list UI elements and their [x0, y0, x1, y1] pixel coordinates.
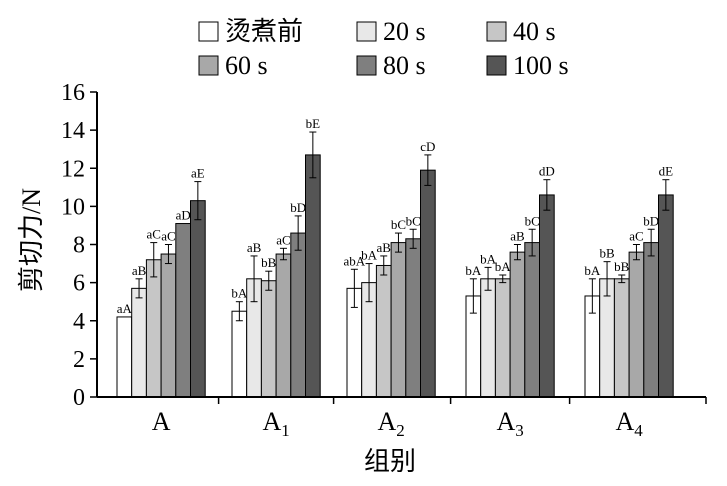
significance-label: bD: [643, 213, 659, 228]
x-axis-tick-labels: A A1 A2 A3 A4: [152, 397, 707, 440]
significance-label: aB: [377, 240, 392, 255]
x-tick-label: A2: [377, 407, 404, 440]
significance-label: bA: [480, 251, 497, 266]
bar: [260, 280, 277, 398]
chart-legend: 烫煮前 20 s 40 s 60 s 80 s 100 s: [198, 17, 569, 80]
bar: [658, 194, 674, 398]
significance-label: aE: [191, 166, 205, 181]
bar: [405, 238, 421, 398]
significance-label: bE: [306, 116, 321, 131]
significance-label: bD: [290, 200, 306, 215]
legend-swatch: [198, 21, 219, 42]
significance-label: bA: [465, 263, 482, 278]
bar: [305, 154, 321, 398]
x-tick-label: A4: [615, 407, 643, 440]
significance-label: aB: [510, 229, 525, 244]
significance-label: bA: [584, 263, 601, 278]
y-tick-label: 0: [73, 385, 85, 411]
legend-item: 20 s: [356, 17, 426, 46]
bar: [494, 278, 511, 398]
bar: [390, 242, 407, 398]
significance-label: abA: [344, 253, 366, 268]
legend-swatch: [198, 55, 219, 76]
bar: [145, 259, 162, 398]
legend-item: 烫煮前: [198, 17, 303, 46]
y-tick-label: 2: [73, 347, 85, 373]
x-tick-label: A1: [262, 407, 289, 440]
significance-label: aB: [247, 240, 262, 255]
bar: [131, 287, 147, 398]
legend-item: 40 s: [486, 17, 556, 46]
bar: [599, 278, 615, 398]
significance-label: cD: [420, 139, 435, 154]
significance-label: aA: [117, 301, 133, 316]
legend-swatch: [486, 55, 507, 76]
y-tick-label: 8: [73, 233, 85, 259]
legend-item: 60 s: [198, 51, 268, 80]
significance-label: aC: [161, 229, 175, 244]
bar: [275, 253, 292, 398]
bar: [175, 223, 192, 398]
significance-label: bA: [361, 248, 378, 263]
bar: [375, 264, 392, 398]
legend-label: 100 s: [513, 51, 569, 80]
legend-swatch: [486, 21, 507, 42]
bar: [643, 242, 659, 398]
significance-label: bA: [495, 259, 512, 274]
bar: [290, 232, 306, 398]
legend-label: 60 s: [225, 51, 268, 80]
significance-label: aC: [276, 232, 290, 247]
significance-label: dE: [659, 164, 674, 179]
x-axis-title: 组别: [364, 447, 416, 476]
y-axis-title: 剪切力/N: [17, 188, 46, 292]
bar: [509, 251, 526, 398]
significance-label: aD: [176, 208, 191, 223]
significance-label: aC: [629, 229, 643, 244]
significance-label: bA: [231, 286, 248, 301]
legend-label: 40 s: [513, 17, 556, 46]
y-tick-label: 12: [61, 156, 85, 182]
bar: [116, 316, 133, 398]
bar: [480, 278, 496, 398]
significance-label: bC: [391, 217, 406, 232]
y-tick-label: 4: [73, 309, 85, 335]
y-axis-ticks: 0 2 4 6 8 10 12 14 16: [61, 80, 97, 411]
significance-label: bB: [599, 246, 615, 261]
significance-label: dD: [539, 164, 555, 179]
bar: [160, 253, 177, 398]
significance-label: bB: [614, 259, 630, 274]
y-tick-label: 6: [73, 271, 85, 297]
y-tick-label: 10: [61, 194, 85, 220]
y-tick-label: 14: [61, 118, 85, 144]
x-tick-label: A3: [496, 407, 523, 440]
significance-label: aC: [147, 227, 161, 242]
bar: [628, 251, 645, 398]
legend-swatch: [356, 21, 377, 42]
legend-item: 100 s: [486, 51, 569, 80]
bar: [231, 310, 248, 398]
significance-label: aB: [132, 263, 147, 278]
legend-label: 烫煮前: [225, 17, 303, 46]
legend-item: 80 s: [356, 51, 426, 80]
x-tick-label: A: [152, 407, 171, 436]
bar: [524, 242, 540, 398]
significance-label: bC: [406, 213, 421, 228]
significance-label: bC: [525, 213, 540, 228]
bar: [190, 200, 206, 398]
y-tick-label: 16: [61, 80, 85, 106]
significance-label: bB: [261, 255, 277, 270]
bar: [539, 194, 555, 398]
legend-label: 80 s: [383, 51, 426, 80]
legend-swatch: [356, 55, 377, 76]
bar: [613, 278, 630, 398]
bar: [420, 169, 436, 398]
legend-label: 20 s: [383, 17, 426, 46]
